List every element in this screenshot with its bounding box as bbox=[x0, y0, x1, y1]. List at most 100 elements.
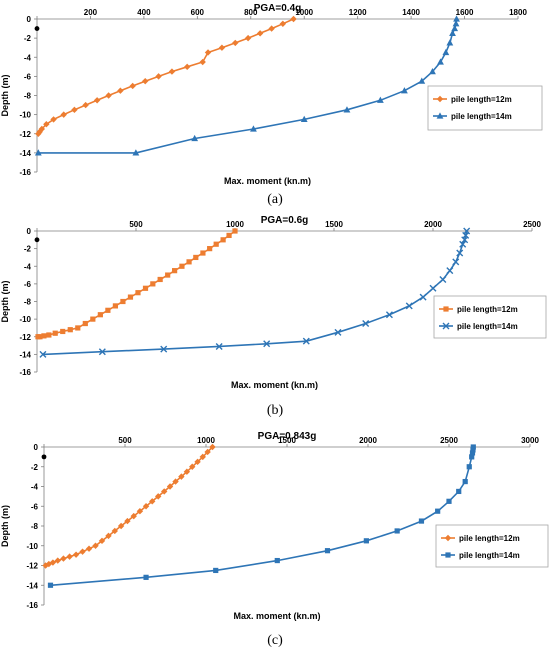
x-tick-label: 500 bbox=[129, 220, 143, 229]
data-point bbox=[142, 503, 150, 510]
legend: pile length=12m pile length=14m bbox=[433, 295, 547, 339]
data-point bbox=[466, 464, 472, 470]
x-tick-label: 2500 bbox=[523, 220, 541, 229]
data-point bbox=[200, 250, 206, 256]
data-point bbox=[256, 30, 264, 37]
data-point bbox=[178, 473, 185, 480]
data-point bbox=[142, 285, 149, 291]
data-point bbox=[132, 149, 140, 156]
data-point bbox=[204, 49, 212, 56]
data-point bbox=[52, 330, 58, 336]
data-point bbox=[35, 130, 42, 137]
data-point bbox=[453, 15, 460, 22]
y-tick-label: -10 bbox=[19, 315, 31, 324]
series-line bbox=[45, 446, 214, 567]
chart-title: PGA=0.4g bbox=[254, 3, 302, 14]
data-point bbox=[456, 488, 462, 495]
data-point bbox=[155, 73, 162, 80]
data-point bbox=[130, 512, 137, 520]
legend-marker bbox=[444, 534, 452, 542]
data-point bbox=[446, 39, 454, 46]
x-tick-label: 400 bbox=[137, 8, 151, 17]
x-tick-label: 200 bbox=[84, 8, 98, 17]
data-point bbox=[157, 276, 163, 283]
data-point bbox=[191, 134, 199, 142]
origin-dot bbox=[34, 26, 40, 31]
data-point bbox=[149, 498, 156, 505]
x-tick-label: 1500 bbox=[325, 220, 343, 229]
y-tick-label: -2 bbox=[31, 463, 39, 472]
data-point bbox=[199, 58, 206, 66]
data-point bbox=[105, 532, 112, 540]
data-point bbox=[93, 97, 101, 104]
y-tick-label: -4 bbox=[31, 483, 39, 492]
data-point bbox=[129, 82, 136, 90]
x-tick-label: 3000 bbox=[521, 436, 539, 445]
data-point bbox=[54, 557, 61, 564]
data-point bbox=[60, 555, 67, 562]
data-point bbox=[39, 350, 47, 358]
data-point bbox=[135, 290, 141, 296]
data-point bbox=[324, 548, 331, 554]
chart-c: PGA=0.843g 0 -2 -4 -6 -8 -10 -12 -14 -16 500 1000 15… bbox=[0, 431, 549, 621]
origin-dot bbox=[41, 454, 47, 460]
y-tick-label: -6 bbox=[24, 280, 32, 289]
data-point bbox=[172, 478, 179, 485]
legend-entry: pile length=12m bbox=[451, 95, 512, 104]
data-point bbox=[250, 125, 257, 132]
legend-box bbox=[433, 295, 547, 339]
chart-title: PGA=0.6g bbox=[261, 215, 309, 226]
data-point bbox=[41, 333, 47, 339]
data-point bbox=[452, 20, 460, 27]
legend-box bbox=[427, 85, 543, 131]
data-point bbox=[429, 67, 436, 75]
y-tick-label: -4 bbox=[24, 262, 32, 271]
legend-marker bbox=[442, 322, 450, 330]
data-point bbox=[405, 302, 413, 310]
data-point bbox=[143, 574, 149, 580]
data-point bbox=[362, 320, 370, 328]
data-point bbox=[124, 517, 131, 525]
y-tick-label: -14 bbox=[26, 581, 38, 590]
x-axis-label: Max. moment (kn.m) bbox=[233, 611, 320, 621]
data-point bbox=[263, 340, 271, 348]
chart-b: PGA=0.6g 0 -2 -4 -6 -8 -10 -12 -14 -16 500 1000 1500… bbox=[0, 215, 547, 390]
legend-box bbox=[435, 524, 549, 568]
legend-marker bbox=[436, 95, 444, 103]
data-point bbox=[127, 294, 134, 300]
data-point bbox=[459, 240, 467, 248]
data-point bbox=[136, 507, 144, 515]
data-point bbox=[165, 272, 171, 278]
data-point bbox=[142, 77, 149, 85]
series-line bbox=[37, 18, 294, 135]
data-point bbox=[470, 444, 476, 450]
data-point bbox=[117, 87, 124, 94]
data-point bbox=[79, 548, 86, 555]
data-point bbox=[71, 106, 78, 114]
data-point bbox=[232, 228, 238, 234]
data-point bbox=[244, 34, 252, 42]
data-point bbox=[300, 115, 308, 123]
data-point bbox=[469, 450, 476, 456]
data-point bbox=[47, 582, 54, 588]
y-axis-label: Depth (m) bbox=[0, 505, 10, 547]
data-point bbox=[418, 77, 426, 84]
legend-marker bbox=[436, 112, 444, 119]
data-point bbox=[401, 87, 408, 94]
data-point bbox=[363, 538, 369, 544]
y-tick-label: -14 bbox=[19, 350, 31, 359]
y-tick-label: 0 bbox=[34, 443, 39, 452]
data-point bbox=[85, 545, 93, 552]
data-point bbox=[204, 448, 211, 456]
data-point bbox=[394, 528, 400, 534]
x-tick-label: 2000 bbox=[359, 436, 377, 445]
data-point bbox=[82, 101, 89, 109]
data-point bbox=[469, 454, 475, 460]
data-point bbox=[46, 332, 52, 338]
data-point bbox=[82, 320, 88, 327]
data-point bbox=[449, 29, 456, 36]
data-point bbox=[232, 39, 239, 47]
data-point bbox=[446, 498, 452, 504]
y-tick-label: -16 bbox=[19, 168, 31, 177]
series-1 bbox=[35, 228, 238, 340]
